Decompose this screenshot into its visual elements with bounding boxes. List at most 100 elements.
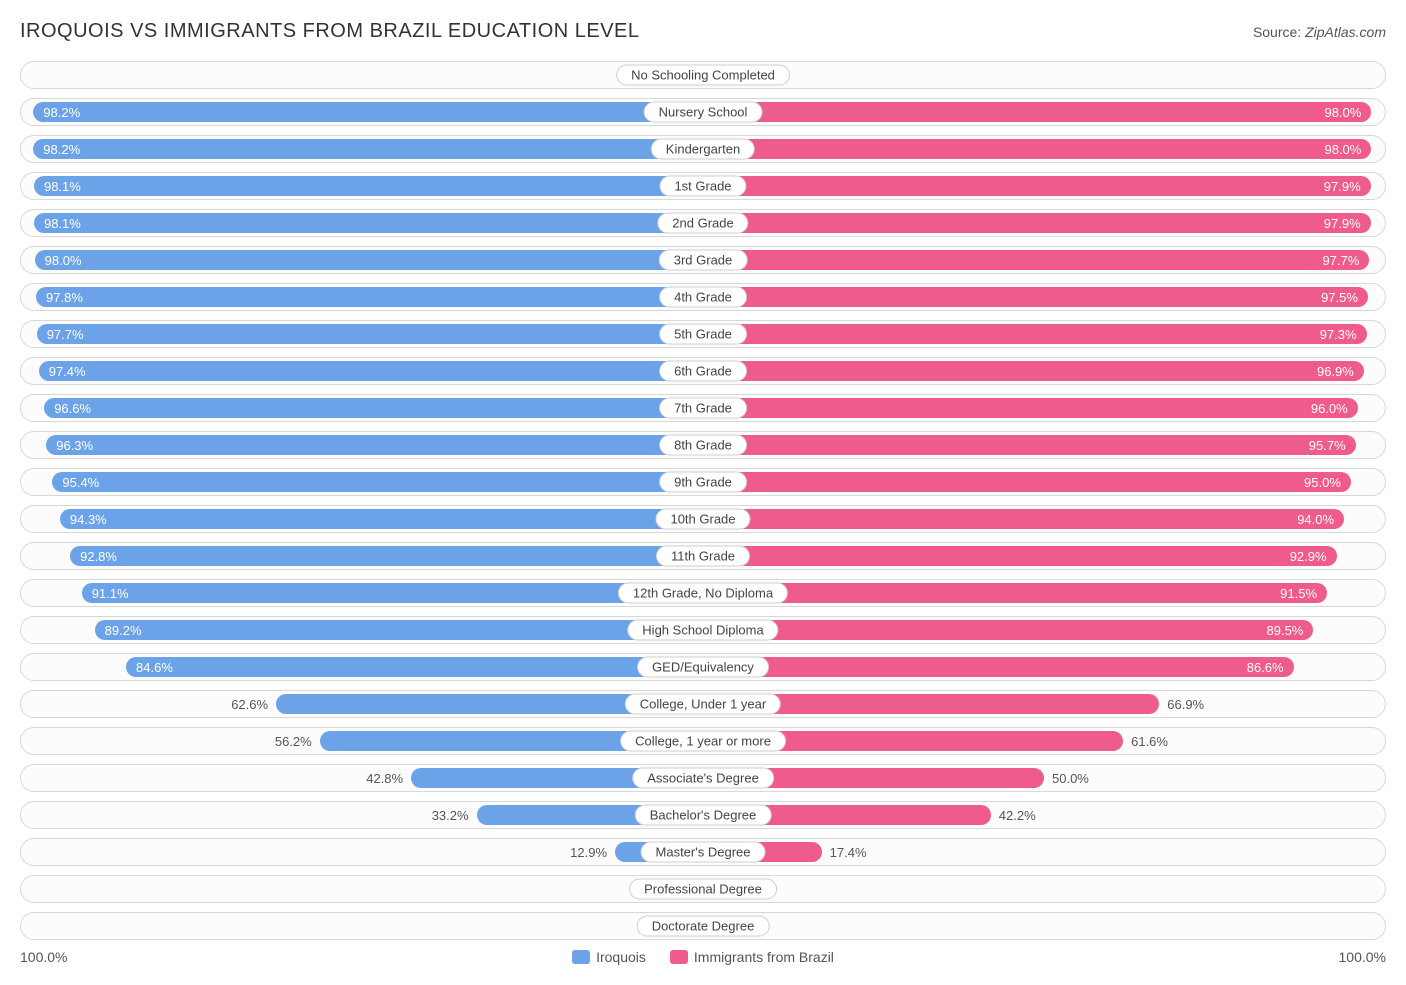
chart-row: 62.6% 66.9% College, Under 1 year [20,690,1386,718]
bar-right-value: 92.9% [1290,549,1327,564]
chart-source: Source: ZipAtlas.com [1253,24,1386,40]
bar-right-value: 89.5% [1267,623,1304,638]
bar-left-value: 42.8% [366,765,411,791]
bar-left-value: 89.2% [105,623,142,638]
bar-left-value: 95.4% [62,475,99,490]
legend: Iroquois Immigrants from Brazil [67,949,1338,965]
bar-right: 86.6% [703,657,1294,677]
chart-row: 56.2%61.6%College, 1 year or more [20,727,1386,755]
chart-row: 94.3% 94.0%10th Grade [20,505,1386,533]
chart-row: 98.0% 97.7% 3rd Grade [20,246,1386,274]
bar-right: 91.5% [703,583,1327,603]
chart-row: 84.6% 86.6% GED/Equivalency [20,653,1386,681]
source-name: ZipAtlas.com [1305,24,1386,40]
bar-left-value: 62.6% [231,691,276,717]
chart-row: 12.9%17.4%Master's Degree [20,838,1386,866]
bar-right: 92.9% [703,546,1337,566]
row-category-label: Kindergarten [651,139,755,160]
row-category-label: Professional Degree [629,879,777,900]
bar-left: 96.6% [44,398,703,418]
bar-left-value: 98.1% [44,216,81,231]
bar-right: 89.5% [703,620,1313,640]
bar-right-value: 98.0% [1324,142,1361,157]
bar-right-value: 97.3% [1320,327,1357,342]
bar-right-value: 95.0% [1304,475,1341,490]
bar-right-value: 97.5% [1321,290,1358,305]
row-category-label: 2nd Grade [657,213,748,234]
row-category-label: High School Diploma [627,620,778,641]
bar-right-value: 66.9% [1159,691,1204,717]
source-label: Source: [1253,24,1301,40]
chart-row: 1.9%2.1%No Schooling Completed [20,61,1386,89]
row-category-label: 11th Grade [656,546,750,567]
bar-right: 97.3% [703,324,1367,344]
chart-header: IROQUOIS VS IMMIGRANTS FROM BRAZIL EDUCA… [20,20,1386,43]
row-category-label: 5th Grade [659,324,747,345]
bar-left-value: 96.6% [54,401,91,416]
bar-left: 97.7% [37,324,703,344]
bar-right-value: 96.9% [1317,364,1354,379]
axis-max-left: 100.0% [20,949,67,965]
legend-swatch-brazil [670,950,688,964]
bar-left: 98.1% [34,176,703,196]
legend-swatch-iroquois [572,950,590,964]
bar-left: 94.3% [60,509,703,529]
bar-left: 84.6% [126,657,703,677]
bar-left: 92.8% [70,546,703,566]
chart-row: 91.1%91.5%12th Grade, No Diploma [20,579,1386,607]
row-category-label: Associate's Degree [632,768,774,789]
bar-left: 98.2% [33,139,703,159]
legend-label-iroquois: Iroquois [596,949,646,965]
bar-right: 96.0% [703,398,1358,418]
chart-row: 42.8% 50.0% Associate's Degree [20,764,1386,792]
bar-right: 97.7% [703,250,1369,270]
bar-right: 95.0% [703,472,1351,492]
bar-left: 98.2% [33,102,703,122]
bar-right-value: 97.9% [1324,216,1361,231]
row-category-label: GED/Equivalency [637,657,769,678]
bar-right: 94.0% [703,509,1344,529]
bar-left-value: 98.0% [45,253,82,268]
chart-title: IROQUOIS VS IMMIGRANTS FROM BRAZIL EDUCA… [20,20,640,43]
bar-right: 97.9% [703,213,1371,233]
bar-right-value: 50.0% [1044,765,1089,791]
row-category-label: 10th Grade [655,509,750,530]
row-category-label: Master's Degree [641,842,766,863]
row-category-label: 3rd Grade [659,250,748,271]
bar-right: 98.0% [703,102,1371,122]
bar-right-value: 42.2% [991,802,1036,828]
bar-left-value: 84.6% [136,660,173,675]
bar-right-value: 97.7% [1322,253,1359,268]
bar-left-value: 96.3% [56,438,93,453]
row-category-label: No Schooling Completed [616,65,790,86]
chart-row: 92.8% 92.9% 11th Grade [20,542,1386,570]
bar-right-value: 61.6% [1123,728,1168,754]
diverging-bar-chart: 1.9%2.1%No Schooling Completed98.2%98.0%… [20,61,1386,940]
bar-right: 97.9% [703,176,1371,196]
bar-left: 96.3% [46,435,703,455]
chart-row: 97.4%96.9%6th Grade [20,357,1386,385]
bar-left-value: 97.7% [47,327,84,342]
row-category-label: 4th Grade [659,287,747,308]
bar-right-value: 97.9% [1324,179,1361,194]
row-category-label: College, Under 1 year [625,694,781,715]
bar-right-value: 86.6% [1247,660,1284,675]
bar-left: 97.4% [39,361,703,381]
bar-left: 97.8% [36,287,703,307]
row-category-label: Doctorate Degree [637,916,770,937]
bar-left-value: 94.3% [70,512,107,527]
row-category-label: 1st Grade [659,176,746,197]
bar-left-value: 97.8% [46,290,83,305]
row-category-label: 8th Grade [659,435,747,456]
bar-right: 98.0% [703,139,1371,159]
bar-right-value: 91.5% [1280,586,1317,601]
chart-row: 98.1% 97.9% 2nd Grade [20,209,1386,237]
chart-row: 1.6%2.2%Doctorate Degree [20,912,1386,940]
bar-right-value: 96.0% [1311,401,1348,416]
bar-left-value: 98.2% [43,105,80,120]
chart-row: 97.7% 97.3% 5th Grade [20,320,1386,348]
bar-left-value: 98.1% [44,179,81,194]
bar-left: 91.1% [82,583,703,603]
row-category-label: College, 1 year or more [620,731,786,752]
bar-right: 95.7% [703,435,1356,455]
